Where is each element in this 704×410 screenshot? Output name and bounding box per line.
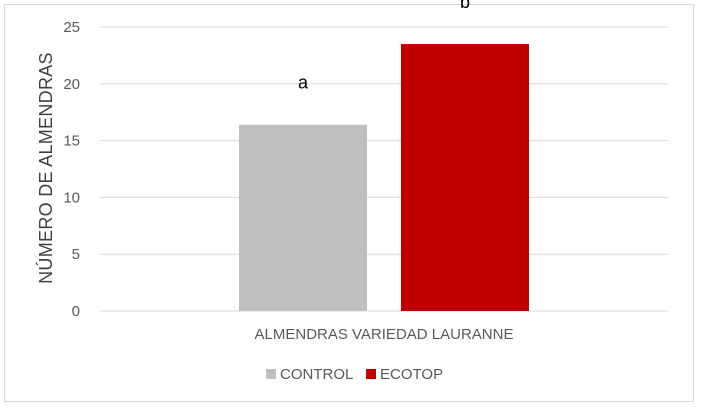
bar-control xyxy=(239,124,367,311)
data-label: a xyxy=(298,73,309,93)
y-tick-label: 0 xyxy=(72,303,80,320)
y-tick-label: 10 xyxy=(63,189,80,206)
y-tick-label: 15 xyxy=(63,133,80,150)
gridlines xyxy=(100,26,668,312)
legend-swatch-ecotop xyxy=(366,369,376,379)
legend-label-ecotop: ECOTOP xyxy=(380,366,443,383)
y-tick-label: 5 xyxy=(72,246,80,263)
data-label: b xyxy=(460,0,470,12)
legend-swatch-control xyxy=(266,369,276,379)
data-labels: ab xyxy=(298,0,470,93)
x-category-label: ALMENDRAS VARIEDAD LAURANNE xyxy=(255,326,514,343)
y-axis-label: NÚMERO DE ALMENDRAS xyxy=(35,52,56,284)
y-axis-ticks: 0 5 10 15 20 25 xyxy=(63,19,80,320)
bars xyxy=(239,44,529,311)
y-tick-label: 25 xyxy=(63,19,80,36)
bar-ecotop xyxy=(401,44,529,311)
legend[interactable]: CONTROL ECOTOP xyxy=(266,366,443,383)
y-tick-label: 20 xyxy=(63,76,80,93)
legend-label-control: CONTROL xyxy=(280,366,353,383)
